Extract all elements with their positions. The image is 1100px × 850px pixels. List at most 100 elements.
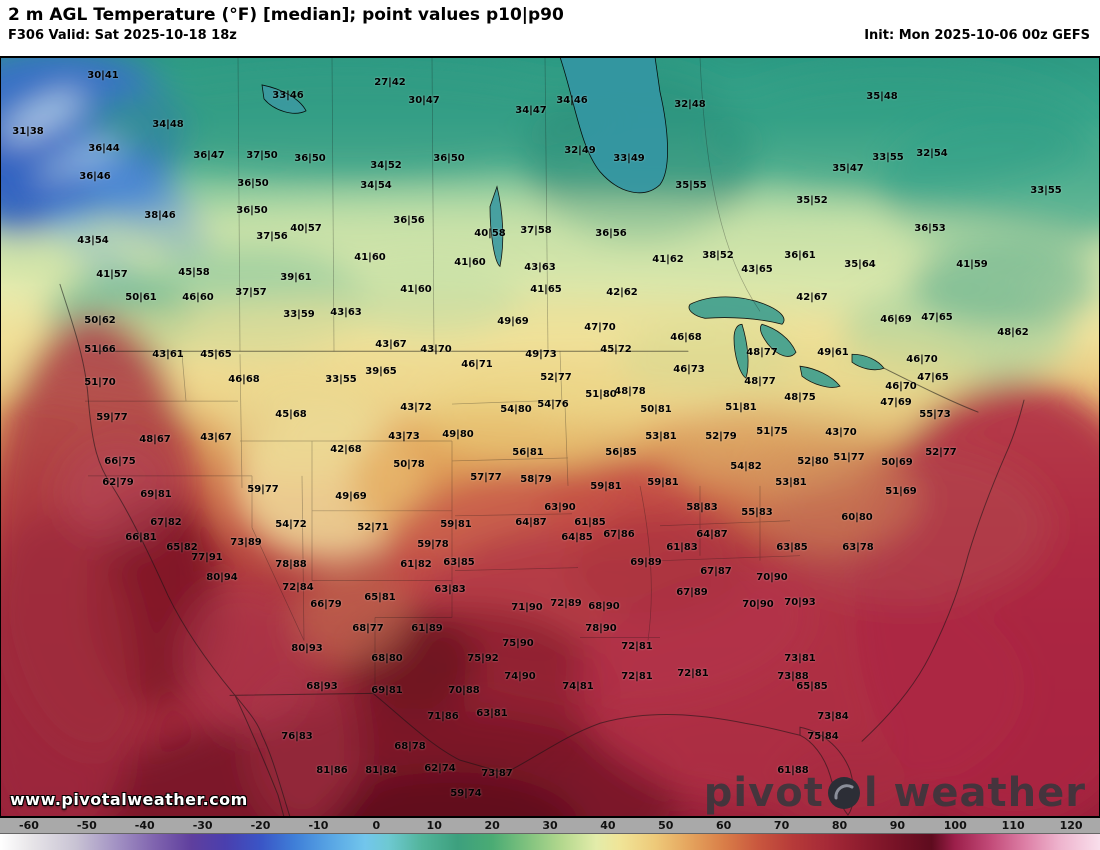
point-value: 41|60 <box>400 284 432 296</box>
point-value: 45|58 <box>178 267 210 279</box>
point-value: 49|80 <box>442 429 474 440</box>
point-value: 38|46 <box>144 209 176 221</box>
point-value: 34|47 <box>515 104 547 116</box>
point-value: 45|68 <box>275 409 307 421</box>
colorbar-tick: 20 <box>484 819 500 832</box>
point-value: 68|93 <box>306 681 338 693</box>
point-value: 36|50 <box>294 152 326 164</box>
point-value: 35|55 <box>675 179 707 191</box>
point-value: 33|46 <box>272 89 304 101</box>
point-value: 68|78 <box>394 741 426 753</box>
point-value: 72|81 <box>621 641 653 653</box>
point-value: 75|84 <box>807 731 839 743</box>
point-value: 32|49 <box>564 144 596 156</box>
point-value: 72|84 <box>282 581 314 593</box>
point-value: 50|81 <box>640 404 672 416</box>
point-value: 71|86 <box>427 711 459 723</box>
point-value: 69|81 <box>140 488 172 500</box>
point-value: 36|50 <box>236 204 268 216</box>
subtitle-row: F306 Valid: Sat 2025-10-18 18z Init: Mon… <box>0 25 1100 43</box>
point-value: 34|46 <box>556 94 588 106</box>
point-value: 51|75 <box>756 426 788 437</box>
point-value: 50|78 <box>393 458 425 470</box>
point-value: 41|60 <box>354 252 386 264</box>
colorbar-gradient <box>0 833 1100 850</box>
point-value: 59|81 <box>647 476 679 488</box>
point-value: 51|77 <box>833 451 865 463</box>
point-value: 62|74 <box>424 763 456 775</box>
point-value: 49|69 <box>497 316 529 328</box>
point-value: 35|47 <box>832 162 864 174</box>
point-value: 32|54 <box>916 147 948 159</box>
point-value: 61|89 <box>411 623 443 635</box>
point-value: 36|50 <box>433 152 465 164</box>
point-value: 69|89 <box>630 556 662 568</box>
point-value: 46|71 <box>461 359 493 371</box>
point-value: 30|41 <box>87 69 119 81</box>
point-value: 47|65 <box>917 372 949 384</box>
logo-text-right: l weather <box>863 770 1086 816</box>
point-value: 58|83 <box>686 501 718 513</box>
point-value: 76|83 <box>281 731 313 743</box>
point-value: 68|90 <box>588 600 620 612</box>
point-value: 67|87 <box>700 565 732 577</box>
point-value: 66|81 <box>125 531 157 543</box>
point-value: 54|72 <box>275 518 307 530</box>
point-values-layer: 30|41 33|46 27|42 30|47 34|46 32|48 35|48 31|38… <box>0 57 1100 817</box>
point-value: 69|81 <box>371 685 403 697</box>
point-value: 63|83 <box>434 583 466 595</box>
point-value: 40|57 <box>290 222 322 234</box>
point-value: 30|47 <box>408 94 440 106</box>
point-value: 59|81 <box>590 480 622 492</box>
point-value: 35|52 <box>796 194 828 206</box>
point-value: 40|58 <box>474 227 506 239</box>
point-value: 56|85 <box>605 446 637 458</box>
point-value: 58|79 <box>520 473 552 485</box>
point-value: 34|48 <box>152 118 184 130</box>
colorbar-tick: 40 <box>600 819 616 832</box>
header: 2 m AGL Temperature (°F) [median]; point… <box>0 0 1100 56</box>
colorbar-tick: 60 <box>716 819 732 832</box>
point-value: 66|75 <box>104 455 136 467</box>
point-value: 47|69 <box>880 397 912 409</box>
point-value: 64|87 <box>515 516 547 528</box>
logo-text-left: pivot <box>703 770 824 816</box>
point-value: 71|90 <box>511 601 543 613</box>
point-value: 74|81 <box>562 681 594 693</box>
point-value: 50|62 <box>84 315 116 327</box>
point-value: 43|70 <box>825 427 857 438</box>
point-value: 48|62 <box>997 327 1029 339</box>
point-value: 35|48 <box>866 90 898 102</box>
point-value: 41|59 <box>956 259 988 271</box>
point-value: 33|55 <box>1030 184 1062 196</box>
point-value: 63|85 <box>776 541 808 553</box>
point-value: 49|73 <box>525 349 557 361</box>
page-title: 2 m AGL Temperature (°F) [median]; point… <box>8 5 564 25</box>
point-value: 73|81 <box>784 653 816 665</box>
point-value: 37|57 <box>235 287 267 299</box>
point-value: 80|93 <box>291 643 323 655</box>
point-value: 46|68 <box>228 374 260 386</box>
point-value: 43|54 <box>77 234 109 246</box>
point-value: 73|88 <box>777 671 809 683</box>
point-value: 50|61 <box>125 292 157 304</box>
point-value: 55|73 <box>919 409 951 421</box>
point-value: 37|50 <box>246 149 278 161</box>
colorbar-tick: 110 <box>1001 819 1025 832</box>
point-value: 33|55 <box>872 151 904 163</box>
point-value: 36|53 <box>914 222 946 234</box>
point-value: 51|66 <box>84 344 116 356</box>
colorbar-tick: 10 <box>426 819 442 832</box>
point-value: 70|88 <box>448 685 480 697</box>
point-value: 61|85 <box>574 516 606 528</box>
colorbar-tick: 70 <box>773 819 790 832</box>
point-value: 65|82 <box>166 541 198 553</box>
point-value: 52|71 <box>357 521 389 533</box>
point-value: 46|70 <box>906 354 938 366</box>
temperature-map: 30|41 33|46 27|42 30|47 34|46 32|48 35|48 31|38… <box>0 56 1100 818</box>
point-value: 73|87 <box>481 768 513 780</box>
point-value: 47|70 <box>584 322 616 334</box>
point-value: 55|83 <box>741 506 773 518</box>
point-value: 41|62 <box>652 254 684 266</box>
